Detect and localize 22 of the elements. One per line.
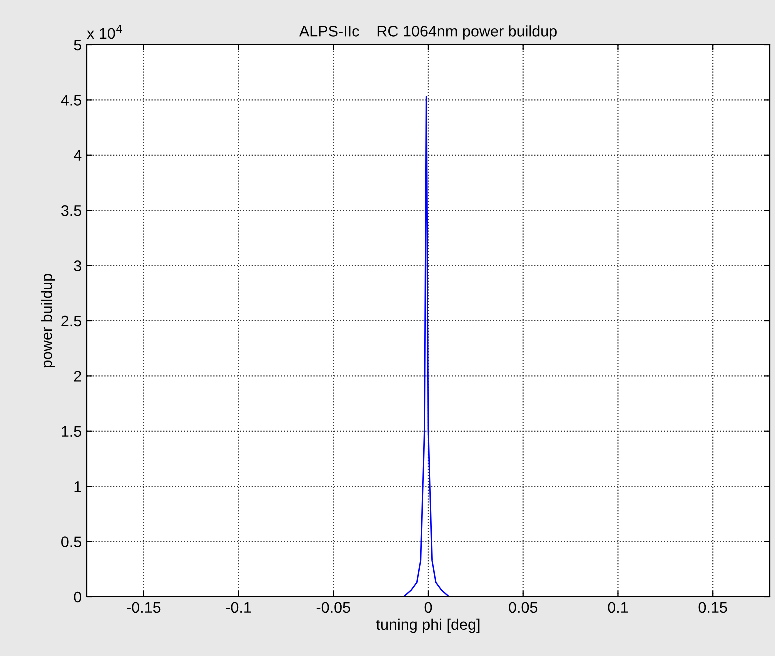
x-tick-label: -0.1 <box>226 602 252 614</box>
y-tick-label: 4 <box>74 150 82 161</box>
y-tick-label: 1 <box>74 482 82 492</box>
y-tick-label: 2.5 <box>62 316 82 327</box>
x-tick-label: 0.15 <box>698 602 728 614</box>
x-tick-label: 0.1 <box>608 602 628 614</box>
x-tick-label: 0.05 <box>509 602 538 614</box>
y-tick-label: 2 <box>74 371 82 382</box>
y-tick-label: 0.5 <box>62 536 82 548</box>
y-tick-label: 3 <box>74 260 82 272</box>
y-axis-title: power buildup <box>41 274 56 368</box>
y-tick-label: 5 <box>74 40 82 51</box>
text: x 10$^{4}$ <box>87 25 122 40</box>
chart-title: ALPS-IIc RC 1064nm power buildup <box>299 26 557 40</box>
y-tick-label: 3.5 <box>61 205 82 216</box>
x-tick-label: -0.05 <box>316 602 350 614</box>
x-axis-title: tuning phi [deg] <box>376 618 480 634</box>
x-tick-label: 0 <box>424 602 432 614</box>
x-tick-label: -0.15 <box>127 602 161 614</box>
y-tick-label: 1.5 <box>62 426 82 438</box>
y-tick-label: 0 <box>74 592 82 603</box>
y-tick-label: 4.5 <box>61 95 82 106</box>
